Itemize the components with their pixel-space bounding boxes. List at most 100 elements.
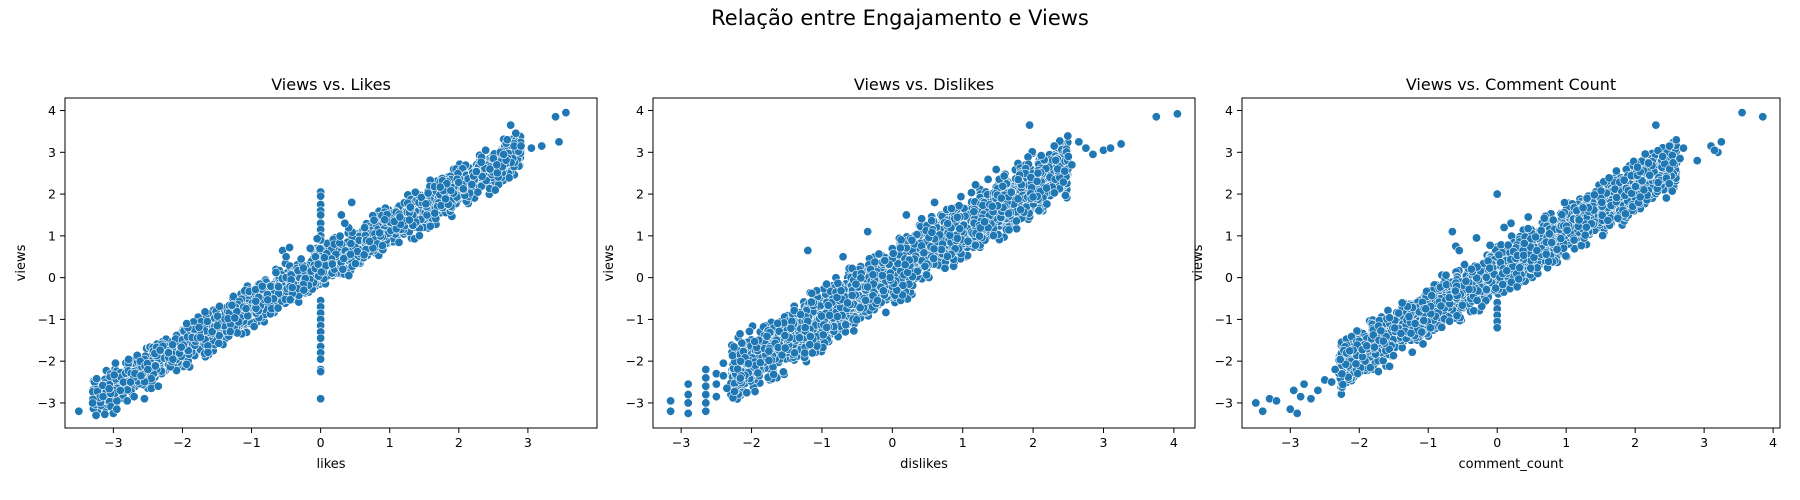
scatter-point bbox=[273, 282, 283, 292]
y-tick-label: −2 bbox=[38, 354, 56, 369]
scatter-point bbox=[744, 326, 754, 336]
scatter-point bbox=[339, 254, 349, 264]
scatter-point bbox=[526, 143, 536, 153]
x-tick-label: 1 bbox=[386, 435, 394, 450]
scatter-point bbox=[338, 264, 348, 274]
scatter-point bbox=[241, 304, 251, 314]
scatter-point bbox=[139, 394, 149, 404]
scatter-point bbox=[115, 385, 125, 395]
scatter-point bbox=[735, 329, 745, 339]
scatter-point bbox=[285, 243, 295, 253]
scatter-point bbox=[881, 307, 891, 317]
scatter-point bbox=[360, 223, 370, 233]
scatter-point bbox=[227, 300, 237, 310]
scatter-point bbox=[109, 370, 119, 380]
scatter-point bbox=[492, 160, 502, 170]
scatter-point bbox=[129, 392, 139, 402]
scatter-point bbox=[481, 145, 491, 155]
scatter-point bbox=[182, 319, 192, 329]
scatter-point bbox=[281, 252, 291, 262]
scatter-point bbox=[316, 354, 326, 364]
scatter-point bbox=[298, 263, 308, 273]
scatter-point bbox=[340, 218, 350, 228]
scatter-point bbox=[365, 236, 375, 246]
scatter-point bbox=[795, 333, 805, 343]
scatter-point bbox=[458, 184, 468, 194]
scatter-point bbox=[807, 288, 817, 298]
scatter-point bbox=[435, 182, 445, 192]
scatter-point bbox=[316, 210, 326, 220]
scatter-point bbox=[213, 311, 223, 321]
scatter-point bbox=[316, 367, 326, 377]
scatter-point bbox=[769, 369, 779, 379]
scatter-point bbox=[416, 192, 426, 202]
y-tick-label: −1 bbox=[38, 312, 56, 327]
scatter-point bbox=[369, 215, 379, 225]
scatter-point bbox=[421, 199, 431, 209]
scatter-point bbox=[336, 210, 346, 220]
scatter-point bbox=[737, 338, 747, 348]
figure-suptitle: Relação entre Engajamento e Views bbox=[711, 6, 1089, 30]
scatter-point bbox=[511, 128, 521, 138]
scatter-point bbox=[92, 374, 102, 384]
scatter-point bbox=[430, 208, 440, 218]
scatter-point bbox=[203, 347, 213, 357]
scatter-point bbox=[299, 285, 309, 295]
scatter-points bbox=[666, 109, 1182, 418]
scatter-point bbox=[1055, 136, 1065, 146]
scatter-point bbox=[554, 137, 564, 147]
scatter-point bbox=[315, 244, 325, 254]
panel-title: Views vs. Likes bbox=[271, 75, 391, 94]
scatter-point bbox=[124, 354, 134, 364]
scatter-point bbox=[296, 254, 306, 264]
scatter-point bbox=[168, 340, 178, 350]
scatter-point bbox=[375, 228, 385, 238]
scatter-point bbox=[335, 231, 345, 241]
scatter-point bbox=[988, 231, 998, 241]
scatter-point bbox=[225, 327, 235, 337]
scatter-point bbox=[966, 188, 976, 198]
scatter-point bbox=[956, 192, 966, 202]
scatter-point bbox=[285, 295, 295, 305]
scatter-point bbox=[467, 180, 477, 190]
y-axis-label: views bbox=[14, 244, 29, 281]
scatter-point bbox=[305, 243, 315, 253]
likes-scatter-panel: Views vs. Likes−3 −2 −1 0 1 2 3−3−2−101234like… bbox=[14, 75, 598, 472]
scatter-point bbox=[136, 371, 146, 381]
scatter-point bbox=[490, 185, 500, 195]
scatter-point bbox=[176, 342, 186, 352]
scatter-point bbox=[404, 215, 414, 225]
scatter-point bbox=[347, 197, 357, 207]
scatter-point bbox=[874, 249, 884, 259]
scatter-point bbox=[104, 384, 114, 394]
scatter-point bbox=[394, 237, 404, 247]
scatter-point bbox=[143, 365, 153, 375]
scatter-point bbox=[207, 327, 217, 337]
scatter-point bbox=[359, 250, 369, 260]
scatter-point bbox=[249, 321, 259, 331]
scatter-point bbox=[316, 394, 326, 404]
scatter-point bbox=[215, 301, 225, 311]
scatter-point bbox=[273, 303, 283, 313]
scatter-point bbox=[898, 290, 908, 300]
x-tick-label: 0 bbox=[317, 435, 325, 450]
scatter-point bbox=[122, 396, 132, 406]
scatter-point bbox=[476, 157, 486, 167]
x-axis-label: likes bbox=[316, 457, 345, 472]
scatter-point bbox=[168, 354, 178, 364]
scatter-point bbox=[516, 141, 526, 151]
scatter-point bbox=[477, 171, 487, 181]
dislikes-scatter-panel: Views vs. Dislikes−3 −2 −1 0 1 2 3 4−3−2−101234… bbox=[602, 75, 1196, 472]
y-tick-label: 4 bbox=[48, 103, 56, 118]
scatter-point bbox=[155, 345, 165, 355]
scatter-point bbox=[287, 283, 297, 293]
x-tick-label: −2 bbox=[173, 435, 191, 450]
scatter-point bbox=[454, 177, 464, 187]
scatter-point bbox=[970, 240, 980, 250]
scatter-point bbox=[405, 202, 415, 212]
scatter-point bbox=[790, 348, 800, 358]
y-tick-label: 3 bbox=[48, 145, 56, 160]
y-tick-label: 2 bbox=[48, 187, 56, 202]
scatter-point bbox=[350, 259, 360, 269]
scatter-point bbox=[98, 392, 108, 402]
